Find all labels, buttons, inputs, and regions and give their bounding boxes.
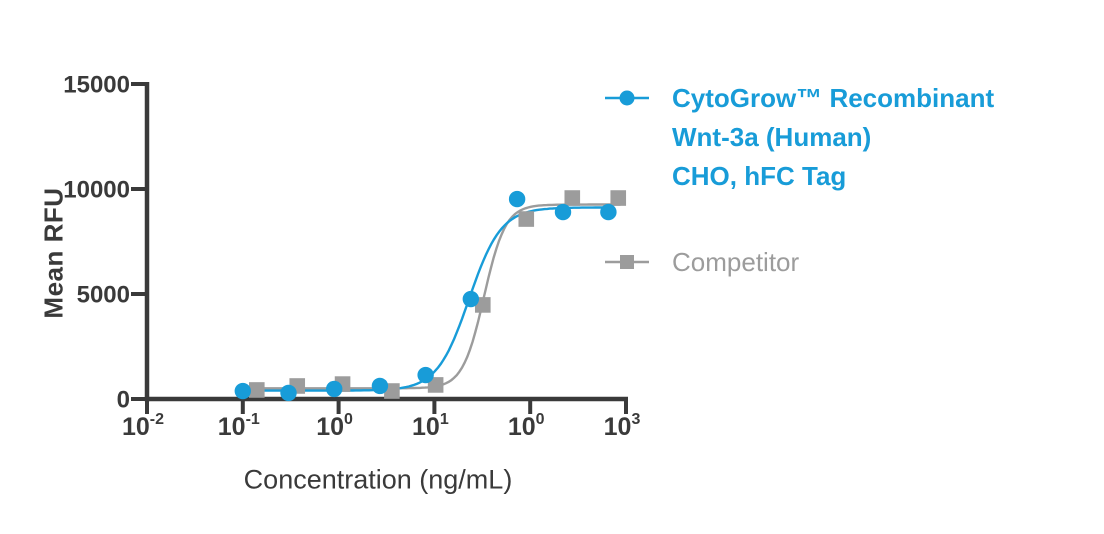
x-tick-label: 100 <box>316 411 353 441</box>
data-point-1 <box>610 190 627 206</box>
x-tick-label: 10-1 <box>218 411 260 441</box>
data-point-1 <box>427 377 444 393</box>
legend-label-line: Wnt-3a (Human) <box>672 122 872 152</box>
legend-label-line: CHO, hFC Tag <box>672 161 847 191</box>
data-point-0 <box>600 203 617 221</box>
x-axis-title: Concentration (ng/mL) <box>243 464 513 495</box>
legend-entry-cytogrow: CytoGrow™ Recombinant Wnt-3a (Human) CHO… <box>605 79 1085 196</box>
data-point-1 <box>518 211 535 227</box>
legend-label-competitor: Competitor <box>672 243 799 282</box>
y-axis-title: Mean RFU <box>38 187 69 319</box>
legend: CytoGrow™ Recombinant Wnt-3a (Human) CHO… <box>605 79 1085 282</box>
y-tick-label: 10000 <box>63 177 130 204</box>
data-point-0 <box>326 380 343 398</box>
x-tick-label: 103 <box>604 411 641 441</box>
data-point-0 <box>280 384 297 402</box>
data-point-0 <box>417 366 434 384</box>
legend-label-line: Competitor <box>672 247 800 277</box>
cytogrow-series-marker-icon <box>605 90 649 106</box>
data-point-0 <box>554 203 572 221</box>
data-point-0 <box>508 190 526 208</box>
legend-label-cytogrow: CytoGrow™ Recombinant Wnt-3a (Human) CHO… <box>672 79 994 196</box>
series-curve-0 <box>238 206 612 392</box>
x-tick-label: 101 <box>412 411 449 441</box>
legend-marker-circle <box>619 90 635 106</box>
series-curve-1 <box>250 203 621 390</box>
legend-label-line: CytoGrow™ Recombinant <box>672 83 995 113</box>
legend-marker-square <box>620 255 634 269</box>
data-point-0 <box>234 382 251 400</box>
data-point-1 <box>474 297 491 313</box>
x-tick-label: 100 <box>508 411 545 441</box>
y-tick-label: 0 <box>117 387 130 414</box>
x-tick-label: 10-2 <box>122 411 164 441</box>
y-tick-label: 15000 <box>63 72 130 99</box>
data-point-0 <box>371 377 389 395</box>
legend-entry-competitor: Competitor <box>605 243 1085 282</box>
data-point-1 <box>564 190 581 206</box>
competitor-series-marker-icon <box>605 255 649 269</box>
y-tick-label: 5000 <box>77 282 130 309</box>
data-point-0 <box>462 290 480 308</box>
data-point-1 <box>248 382 265 398</box>
